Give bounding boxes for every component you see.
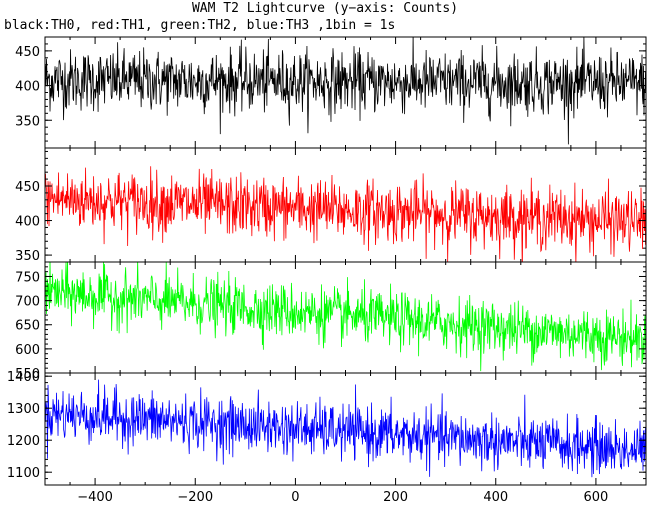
y-tick-label: 1200 (7, 434, 40, 449)
y-tick-label: 750 (15, 270, 40, 285)
y-tick-label: 600 (15, 343, 40, 358)
y-tick-label: 550 (15, 367, 40, 382)
x-tick-label: −200 (177, 490, 213, 505)
y-tick-label: 400 (15, 215, 40, 230)
chart-subtitle: black:TH0, red:TH1, green:TH2, blue:TH3 … (4, 18, 396, 33)
y-tick-label: 400 (15, 80, 40, 95)
x-tick-label: 0 (291, 490, 299, 505)
chart-title: WAM T2 Lightcurve (y−axis: Counts) (191, 1, 459, 16)
y-tick-label: 1300 (7, 402, 40, 417)
series-line-th3 (45, 379, 646, 478)
series-line-th2 (45, 262, 646, 372)
y-tick-label: 700 (15, 295, 40, 310)
x-tick-label: −400 (77, 490, 113, 505)
y-tick-label: 450 (15, 45, 40, 60)
y-tick-label: 450 (15, 180, 40, 195)
x-tick-label: 600 (584, 490, 609, 505)
y-tick-label: 1400 (7, 370, 40, 385)
series-line-th0 (45, 37, 646, 145)
x-tick-label: 400 (483, 490, 508, 505)
y-tick-label: 650 (15, 319, 40, 334)
y-tick-label: 350 (15, 114, 40, 129)
series-line-th1 (45, 166, 646, 262)
x-tick-label: 200 (383, 490, 408, 505)
y-tick-label: 1100 (7, 466, 40, 481)
y-tick-label: 350 (15, 249, 40, 264)
